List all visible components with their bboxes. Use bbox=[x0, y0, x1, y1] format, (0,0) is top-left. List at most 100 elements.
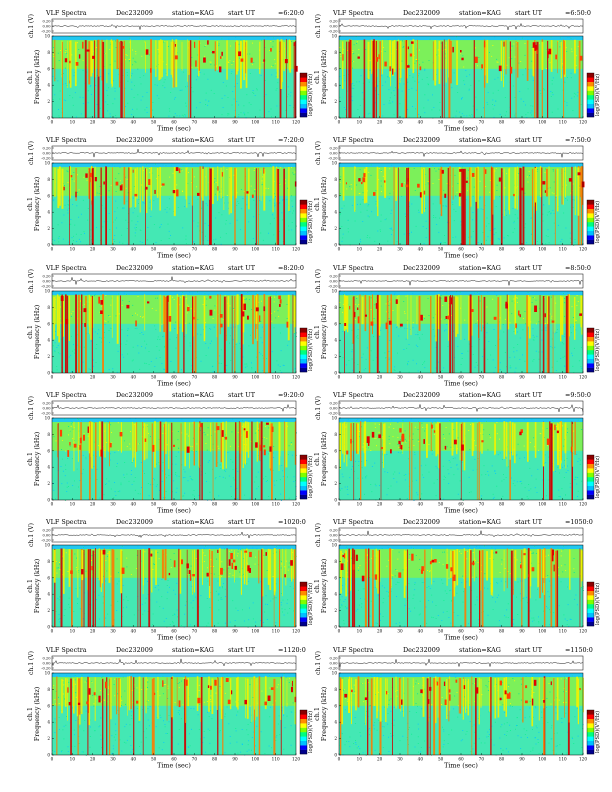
spectrogram-speckle bbox=[181, 418, 183, 420]
spectrogram-speckle bbox=[196, 419, 198, 421]
spectrogram-speckle bbox=[415, 344, 417, 346]
x-tick-label: 10 bbox=[357, 374, 363, 379]
spectrogram-speckle bbox=[534, 296, 536, 298]
spectrogram-speckle bbox=[272, 598, 274, 600]
spectrogram-speckle bbox=[162, 164, 164, 166]
colorbar-segment bbox=[300, 331, 307, 337]
spectrogram-speckle bbox=[132, 359, 134, 360]
panel-header: VLF Spectra Dec232009 station=KAG start … bbox=[46, 518, 312, 527]
spectrogram-speckle bbox=[287, 599, 289, 601]
sferic-streak bbox=[144, 293, 146, 331]
x-tick-label: 10 bbox=[357, 120, 363, 125]
spectrogram-speckle bbox=[161, 362, 163, 364]
spectrogram-speckle bbox=[408, 371, 410, 373]
spectrogram-speckle bbox=[451, 202, 453, 203]
spectrogram-speckle bbox=[444, 477, 446, 478]
spectrogram-speckle bbox=[193, 489, 195, 491]
sferic-streak bbox=[89, 549, 91, 628]
sferic-streak bbox=[227, 295, 230, 327]
spectrogram-speckle bbox=[479, 198, 481, 200]
x-tick-label: 100 bbox=[251, 247, 259, 252]
spectrogram-speckle bbox=[356, 184, 358, 186]
sferic-streak bbox=[91, 168, 94, 246]
sferic-streak bbox=[142, 166, 144, 202]
spectrogram-speckle bbox=[573, 325, 575, 327]
spectrogram-speckle bbox=[83, 433, 85, 434]
spectrogram-speckle bbox=[197, 225, 199, 227]
emission-burst bbox=[378, 54, 380, 60]
spectrogram-speckle bbox=[440, 297, 442, 299]
spectrogram-speckle bbox=[542, 214, 544, 215]
spectrogram-speckle bbox=[121, 546, 123, 547]
spectrogram-speckle bbox=[351, 87, 353, 89]
spectrogram-speckle bbox=[435, 346, 437, 348]
sferic-streak bbox=[146, 423, 148, 459]
spectrogram-speckle bbox=[221, 57, 223, 59]
spectrogram-speckle bbox=[174, 97, 176, 98]
spectrogram-speckle bbox=[566, 77, 568, 78]
spectrogram-speckle bbox=[275, 622, 277, 624]
spectrogram-speckle bbox=[539, 432, 541, 434]
spectrogram-speckle bbox=[148, 350, 150, 352]
sferic-streak bbox=[293, 295, 295, 333]
spectrogram-speckle bbox=[156, 484, 158, 486]
spectrogram-speckle bbox=[532, 105, 534, 107]
spectrogram-speckle bbox=[210, 559, 212, 561]
spectrogram-speckle bbox=[66, 53, 68, 55]
spectrogram-speckle bbox=[566, 199, 568, 201]
colorbar-label: log(PSD)(V²/Hz) bbox=[307, 328, 314, 370]
spectrogram-speckle bbox=[253, 62, 255, 64]
sferic-streak bbox=[112, 167, 113, 246]
spectrogram-speckle bbox=[477, 364, 479, 366]
spectrogram-speckle bbox=[183, 115, 185, 117]
spectrogram-speckle bbox=[495, 206, 497, 208]
emission-burst bbox=[383, 180, 386, 183]
spectrogram-speckle bbox=[516, 327, 518, 329]
spectrogram-speckle bbox=[509, 322, 511, 323]
spectrogram-speckle bbox=[182, 495, 184, 497]
spectrogram-speckle bbox=[365, 358, 367, 360]
x-tick-label: 60 bbox=[171, 120, 177, 125]
spectrogram-speckle bbox=[573, 245, 575, 246]
spectrogram-speckle bbox=[239, 576, 241, 578]
colorbar-segment bbox=[300, 73, 307, 78]
x-tick-label: 50 bbox=[438, 374, 444, 379]
emission-burst bbox=[134, 194, 138, 197]
spectrogram-speckle bbox=[391, 234, 392, 236]
spectrogram-speckle bbox=[192, 479, 194, 481]
spectrogram-speckle bbox=[190, 565, 192, 567]
spectrogram-speckle bbox=[173, 298, 175, 300]
spectrogram-speckle bbox=[257, 428, 259, 430]
sferic-streak bbox=[285, 548, 287, 586]
sferic-streak bbox=[54, 549, 56, 628]
spectrogram-speckle bbox=[212, 365, 214, 367]
y-tick-label: 6 bbox=[47, 448, 50, 453]
x-tick-label: 90 bbox=[232, 629, 238, 634]
spectrogram-speckle bbox=[272, 469, 274, 471]
spectrogram-speckle bbox=[492, 298, 494, 300]
spectrogram-speckle bbox=[421, 422, 423, 424]
spectrogram-speckle bbox=[367, 235, 369, 237]
spectrogram-speckle bbox=[115, 178, 117, 180]
spectrogram-speckle bbox=[359, 239, 361, 240]
spectrogram-speckle bbox=[395, 87, 397, 89]
spectrogram-speckle bbox=[122, 208, 124, 210]
spectrogram-speckle bbox=[207, 461, 209, 463]
spectrogram-speckle bbox=[76, 241, 78, 243]
spectrogram-speckle bbox=[520, 98, 522, 100]
sferic-streak bbox=[269, 549, 272, 591]
emission-burst bbox=[444, 193, 447, 199]
spectrogram-speckle bbox=[382, 115, 384, 117]
spectrogram-speckle bbox=[512, 85, 514, 87]
sferic-streak bbox=[101, 421, 104, 500]
spectrogram-speckle bbox=[190, 307, 192, 309]
spectrogram-speckle bbox=[414, 451, 416, 453]
spectrogram-speckle bbox=[205, 545, 206, 547]
spectrogram-speckle bbox=[485, 163, 487, 165]
emission-burst bbox=[366, 436, 370, 443]
spectrogram-speckle bbox=[245, 547, 247, 549]
spectrogram-speckle bbox=[126, 445, 128, 447]
spectrogram-speckle bbox=[244, 363, 246, 365]
spectrogram-speckle bbox=[342, 303, 344, 305]
